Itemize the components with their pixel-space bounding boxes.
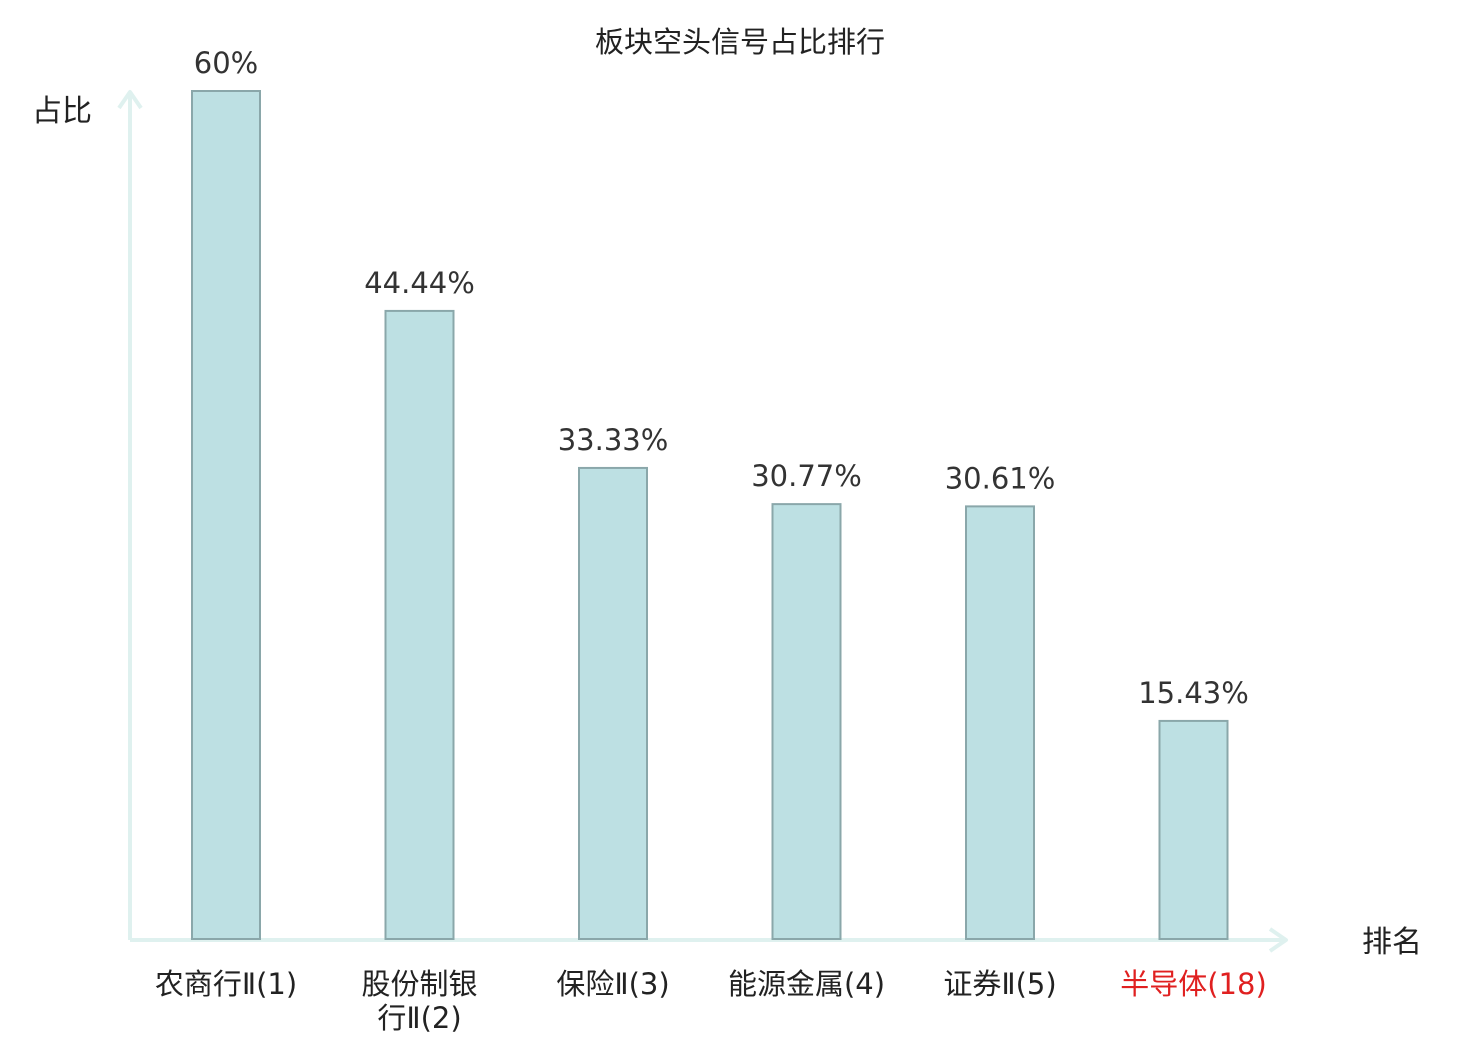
bar [384, 309, 455, 940]
y-axis-label: 占比 [32, 94, 92, 129]
bars-group [191, 90, 1229, 940]
category-label: 行Ⅱ(2) [377, 1001, 461, 1035]
chart-title: 板块空头信号占比排行 [595, 25, 885, 59]
bar-value-label: 30.61% [945, 461, 1056, 495]
category-label: 半导体(18) [1120, 967, 1267, 1001]
bar [1158, 719, 1229, 940]
bar-value-label: 60% [194, 46, 258, 80]
category-label: 证券Ⅱ(5) [943, 967, 1056, 1001]
bar-value-label: 44.44% [364, 266, 475, 300]
category-label: 保险Ⅱ(3) [556, 967, 669, 1001]
bar-value-label: 33.33% [558, 423, 669, 457]
bar [965, 505, 1035, 940]
bar-value-label: 30.77% [751, 459, 862, 493]
value-labels-group: 60% 44.44% 33.33% 30.77% 30.61% 15.43% [194, 46, 1249, 710]
category-label: 农商行Ⅱ(1) [155, 967, 297, 1001]
bar [578, 466, 648, 940]
x-axis-arrow-icon [1268, 927, 1288, 953]
category-label: 股份制银 [361, 967, 477, 1001]
bar-value-label: 15.43% [1138, 676, 1249, 710]
bar [771, 503, 842, 940]
y-axis-arrow-icon [117, 90, 143, 110]
x-axis-label: 排名 [1362, 925, 1422, 960]
category-label: 能源金属(4) [728, 967, 885, 1001]
bar [191, 90, 261, 940]
